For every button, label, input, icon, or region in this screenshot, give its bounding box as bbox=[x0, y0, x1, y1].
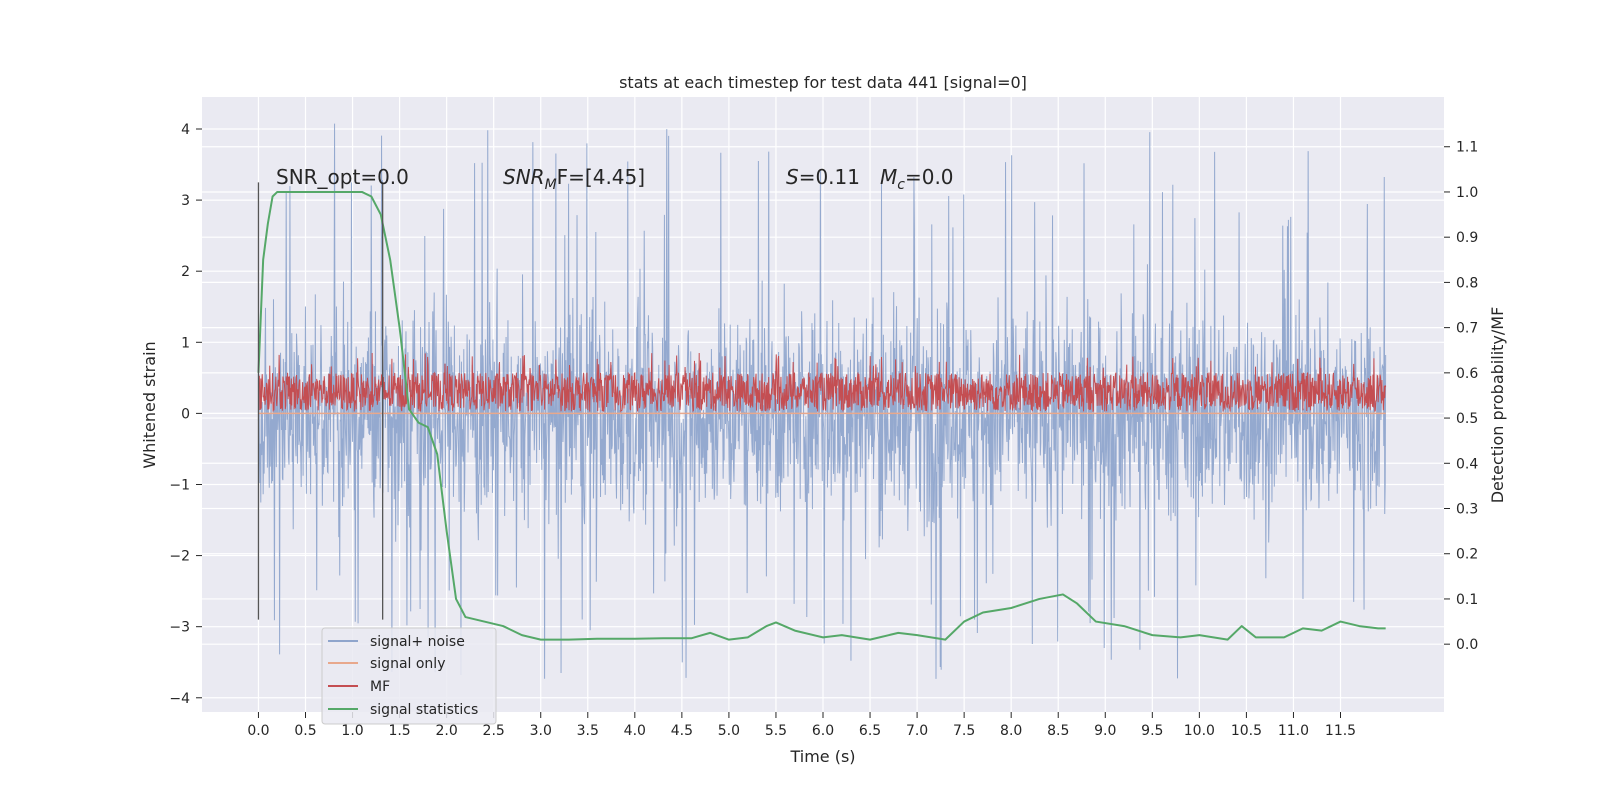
x-tick-label: 4.0 bbox=[624, 723, 646, 739]
y-axis-label: Whitened strain bbox=[140, 341, 159, 468]
annotation-mc-value: =0.0 bbox=[905, 165, 954, 189]
y2-tick-label: 0.3 bbox=[1456, 502, 1478, 518]
annotation-snr-opt: SNR_opt=0.0 bbox=[276, 165, 409, 189]
annotation-mc: Mc=0.0 bbox=[880, 165, 954, 193]
annotation-s-value: =0.11 bbox=[799, 165, 860, 189]
x-tick-label: 6.5 bbox=[859, 723, 881, 739]
x-tick-label: 3.0 bbox=[530, 723, 552, 739]
annotation-mc-symbol: M bbox=[880, 165, 897, 189]
series-line-mf bbox=[257, 352, 1387, 413]
series-line-signal-noise bbox=[257, 123, 1387, 679]
annotation-mc-subscript: c bbox=[897, 177, 905, 193]
x-tick-label: 5.0 bbox=[718, 723, 740, 739]
legend: signal+ noise signal only MF signal stat… bbox=[321, 627, 497, 725]
x-tick-label: 8.0 bbox=[1000, 723, 1022, 739]
y-tick-label: 3 bbox=[181, 193, 190, 209]
x-tick-label: 9.5 bbox=[1141, 723, 1163, 739]
y2-tick-label: 0.6 bbox=[1456, 366, 1478, 382]
y2-axis-label: Detection probability/MF bbox=[1488, 307, 1507, 504]
x-tick-label: 6.0 bbox=[812, 723, 834, 739]
y2-tick-label: 0.0 bbox=[1456, 637, 1478, 653]
y-tick-label: −2 bbox=[169, 549, 190, 565]
y2-tick-label: 0.2 bbox=[1456, 547, 1478, 563]
legend-label-signal-only: signal only bbox=[370, 656, 445, 672]
annotation-s: S=0.11 bbox=[786, 165, 860, 189]
x-tick-label: 10.0 bbox=[1184, 723, 1215, 739]
y2-tick-label: 0.9 bbox=[1456, 230, 1478, 246]
y-tick-label: −3 bbox=[169, 620, 190, 636]
x-tick-label: 0.5 bbox=[294, 723, 316, 739]
y-tick-label: 1 bbox=[181, 335, 190, 351]
chart-title: stats at each timestep for test data 441… bbox=[619, 73, 1027, 92]
series-line-signal-statistics bbox=[257, 190, 1386, 641]
x-tick-label: 2.0 bbox=[436, 723, 458, 739]
x-tick-label: 0.0 bbox=[247, 723, 269, 739]
annotation-snr-mf-subscript: M bbox=[545, 177, 557, 193]
y-tick-label: −4 bbox=[169, 691, 190, 707]
legend-label-signal-statistics: signal statistics bbox=[370, 702, 478, 718]
x-tick-label: 3.5 bbox=[577, 723, 599, 739]
x-tick-label: 10.5 bbox=[1231, 723, 1262, 739]
y2-tick-label: 0.1 bbox=[1456, 592, 1478, 608]
y-tick-label: −1 bbox=[169, 477, 190, 493]
x-tick-label: 1.0 bbox=[341, 723, 363, 739]
y2-tick-label: 1.1 bbox=[1456, 140, 1478, 156]
legend-box bbox=[321, 627, 497, 725]
annotation-snr-mf-value: F=[4.45] bbox=[557, 165, 645, 189]
x-tick-label: 8.5 bbox=[1047, 723, 1069, 739]
y2-tick-label: 0.7 bbox=[1456, 321, 1478, 337]
x-tick-label: 7.0 bbox=[906, 723, 928, 739]
y-tick-label: 2 bbox=[181, 264, 190, 280]
y-tick-label: 4 bbox=[181, 122, 190, 138]
x-tick-label: 11.5 bbox=[1325, 723, 1356, 739]
y2-tick-label: 0.5 bbox=[1456, 411, 1478, 427]
x-tick-label: 11.0 bbox=[1278, 723, 1309, 739]
legend-label-mf: MF bbox=[370, 679, 390, 695]
legend-label-signal-noise: signal+ noise bbox=[370, 634, 465, 650]
y2-tick-label: 1.0 bbox=[1456, 185, 1478, 201]
x-tick-label: 5.5 bbox=[765, 723, 787, 739]
y-tick-label: 0 bbox=[181, 406, 190, 422]
annotations: SNR_opt=0.0 SNRMF=[4.45] S=0.11 Mc=0.0 bbox=[276, 165, 954, 193]
annotation-s-symbol: S bbox=[786, 165, 799, 189]
annotation-snr-mf: SNRMF=[4.45] bbox=[503, 165, 645, 193]
y2-tick-label: 0.8 bbox=[1456, 275, 1478, 291]
x-tick-label: 2.5 bbox=[483, 723, 505, 739]
x-tick-label: 9.0 bbox=[1094, 723, 1116, 739]
grid bbox=[202, 97, 1444, 712]
x-tick-label: 7.5 bbox=[953, 723, 975, 739]
x-tick-label: 1.5 bbox=[388, 723, 410, 739]
x-tick-label: 4.5 bbox=[671, 723, 693, 739]
y2-tick-label: 0.4 bbox=[1456, 456, 1478, 472]
vertical-markers bbox=[257, 182, 384, 620]
axes: 0.0 0.5 1.0 1.5 2.0 2.5 3.0 3.5 4.0 4.5 5.0 5.5 6.0 6… bbox=[169, 122, 1478, 739]
x-axis-label: Time (s) bbox=[789, 747, 855, 766]
annotation-snr-mf-symbol: SNR bbox=[503, 165, 545, 189]
series-layer bbox=[257, 123, 1387, 679]
